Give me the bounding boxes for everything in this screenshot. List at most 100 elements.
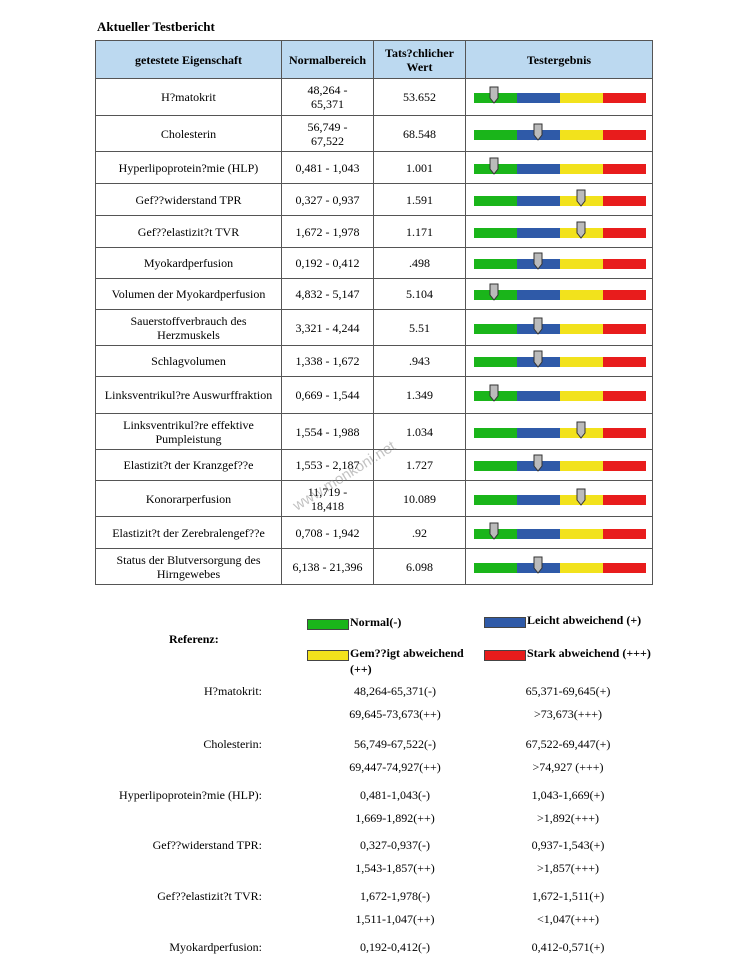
slider-segment (560, 93, 603, 103)
result-slider (474, 556, 646, 574)
result-cell (465, 247, 653, 279)
result-cell (465, 78, 653, 116)
slider-segment (603, 195, 646, 206)
slider-segment (603, 494, 646, 505)
range-cell: 0,669 - 1,544 (281, 376, 374, 414)
table-row: Gef??elastizit?t TVR 1,672 - 1,978 1.171 (95, 215, 653, 248)
value-cell: 1.001 (373, 151, 466, 184)
result-cell (465, 278, 653, 310)
range-cell: 56,749 - 67,522 (281, 115, 374, 152)
reference-stark: <1,047(+++) (536, 912, 600, 926)
range-cell: 1,672 - 1,978 (281, 215, 374, 248)
slider-segment (603, 290, 646, 300)
legend-swatch (307, 650, 349, 661)
slider-segment (474, 461, 517, 471)
value-cell: 10.089 (373, 480, 466, 517)
slider-marker (576, 488, 586, 506)
slider-segment (474, 259, 517, 269)
result-slider (474, 488, 646, 506)
result-slider (474, 283, 646, 301)
result-cell (465, 376, 653, 414)
reference-gemaessigt: 69,447-74,927(++) (349, 760, 441, 774)
range-cell: 0,192 - 0,412 (281, 247, 374, 279)
table-row: Sauerstoffverbrauch des Herzmuskels 3,321… (95, 309, 653, 346)
result-cell (465, 183, 653, 216)
range-cell: 0,708 - 1,942 (281, 516, 374, 549)
result-cell (465, 309, 653, 346)
result-table: getestete Eigenschaft Normalbereich Tats?c… (95, 40, 653, 585)
result-slider (474, 350, 646, 368)
slider-segment (474, 129, 517, 140)
slider-segment (517, 391, 560, 401)
reference-stark: >1,857(+++) (536, 861, 600, 875)
reference-gemaessigt: 69,645-73,673(++) (349, 707, 441, 721)
reference-gemaessigt: 1,543-1,857(++) (355, 861, 435, 875)
reference-leicht: 67,522-69,447(+) (525, 737, 611, 751)
reference-stark: >74,927 (+++) (532, 760, 604, 774)
table-row: Konorarperfusion 11,719 - 18,418 10.089 (95, 480, 653, 517)
result-slider (474, 86, 646, 104)
slider-segment (517, 227, 560, 238)
reference-label: Myokardperfusion: (169, 940, 262, 954)
reference-leicht: 1,672-1,511(+) (531, 889, 605, 903)
reference-label: Gef??widerstand TPR: (152, 838, 262, 852)
table-row: Status der Blutversorgung des Hirngewebe… (95, 548, 653, 585)
slider-segment (603, 163, 646, 174)
property-cell: Schlagvolumen (95, 345, 282, 377)
slider-marker (576, 221, 586, 239)
table-row: Elastizit?t der Zerebralengef??e 0,708 - … (95, 516, 653, 549)
slider-marker (489, 522, 499, 540)
property-cell: Linksventrikul?re effektive Pumpleistung (95, 413, 282, 450)
value-cell: 68.548 (373, 115, 466, 152)
slider-segment (560, 528, 603, 539)
result-slider (474, 252, 646, 270)
reference-stark: >73,673(+++) (533, 707, 603, 721)
slider-segment (560, 391, 603, 401)
range-cell: 6,138 - 21,396 (281, 548, 374, 585)
table-row: Volumen der Myokardperfusion 4,832 - 5,14… (95, 278, 653, 310)
value-cell: 6.098 (373, 548, 466, 585)
property-cell: Konorarperfusion (95, 480, 282, 517)
reference-normal: 0,327-0,937(-) (360, 838, 430, 852)
slider-marker (489, 86, 499, 104)
slider-marker (533, 317, 543, 335)
slider-marker (533, 454, 543, 472)
result-slider (474, 221, 646, 239)
slider-segment (517, 494, 560, 505)
slider-segment (560, 323, 603, 334)
legend-swatch (484, 650, 526, 661)
result-cell (465, 215, 653, 248)
result-cell (465, 548, 653, 585)
result-cell (465, 516, 653, 549)
result-cell (465, 345, 653, 377)
slider-marker (489, 157, 499, 175)
slider-marker (576, 421, 586, 439)
reference-gemaessigt: 1,669-1,892(++) (355, 811, 435, 825)
legend-label: Normal(-) (350, 615, 402, 629)
result-slider (474, 421, 646, 439)
reference-gemaessigt: 1,511-1,047(++) (355, 912, 435, 926)
value-cell: 53.652 (373, 78, 466, 116)
result-slider (474, 384, 646, 402)
table-row: Linksventrikul?re effektive Pumpleistung… (95, 413, 653, 450)
slider-segment (474, 427, 517, 438)
result-cell (465, 480, 653, 517)
range-cell: 1,554 - 1,988 (281, 413, 374, 450)
slider-segment (474, 562, 517, 573)
result-cell (465, 151, 653, 184)
reference-label: Cholesterin: (203, 737, 262, 751)
property-cell: Myokardperfusion (95, 247, 282, 279)
slider-segment (474, 357, 517, 367)
column-header: Testergebnis (465, 40, 653, 79)
reference-normal: 0,192-0,412(-) (360, 940, 430, 954)
value-cell: 1.591 (373, 183, 466, 216)
reference-heading: Referenz: (169, 632, 219, 646)
slider-segment (474, 227, 517, 238)
column-header: getestete Eigenschaft (95, 40, 282, 79)
property-cell: Status der Blutversorgung des Hirngewebe… (95, 548, 282, 585)
value-cell: 5.51 (373, 309, 466, 346)
slider-segment (560, 357, 603, 367)
slider-segment (560, 259, 603, 269)
legend-label: Leicht abweichend (+) (527, 613, 642, 627)
slider-segment (517, 195, 560, 206)
